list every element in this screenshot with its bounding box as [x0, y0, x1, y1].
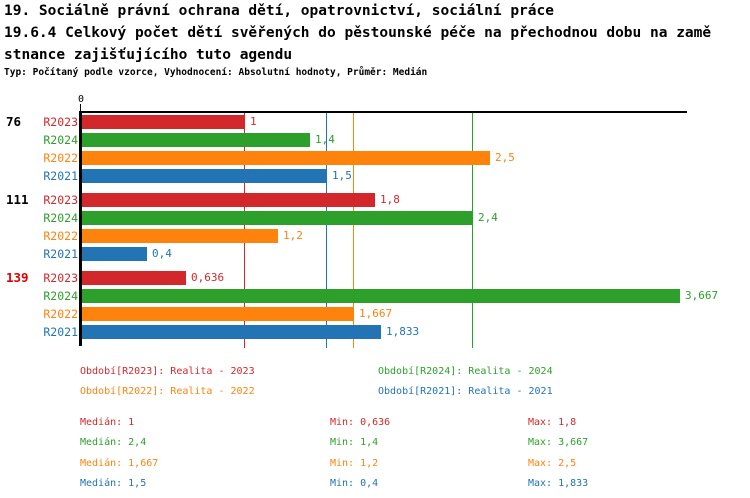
- grouped-bar-chart: 0 76 R2023 1 R2024 1,4 R2022 2,5 R2021 1,5 111 R20…: [6, 94, 719, 348]
- bar-r2024-group3: [82, 289, 680, 303]
- bar-r2021-group3: [82, 325, 381, 339]
- stat-min-r2023: Min: 0,636: [330, 417, 391, 428]
- bar-series-label: R2024: [43, 211, 78, 225]
- stat-max-r2023: Max: 1,8: [528, 417, 577, 428]
- bar-value-label: 0,4: [152, 247, 172, 260]
- stat-min-r2021: Min: 0,4: [330, 478, 379, 489]
- stat-median-r2023: Medián: 1: [80, 417, 135, 428]
- median-line-r2024: [472, 113, 473, 348]
- bar-value-label: 1,2: [283, 229, 303, 242]
- bar-r2021-group2: [82, 247, 147, 261]
- bar-value-label: 1,5: [332, 169, 352, 182]
- indicator-meta-line: Typ: Počítaný podle vzorce, Vyhodnocení:…: [4, 67, 428, 78]
- bar-r2021-group1: [82, 169, 327, 183]
- legend-item-r2022: Období[R2022]: Realita - 2022: [80, 386, 255, 397]
- bar-r2022-group1: [82, 151, 490, 165]
- group-count-label: 76: [6, 114, 22, 129]
- bar-series-label: R2022: [43, 307, 78, 321]
- median-line-r2022: [353, 113, 354, 348]
- bar-series-label: R2021: [43, 247, 78, 261]
- y-axis-line: [79, 111, 82, 346]
- x-axis-line: [81, 111, 687, 113]
- bar-series-label: R2021: [43, 169, 78, 183]
- bar-value-label: 1,4: [315, 133, 335, 146]
- group-count-label: 139: [6, 270, 29, 285]
- stat-min-r2024: Min: 1,4: [330, 437, 379, 448]
- bar-r2023-group1: [82, 115, 245, 129]
- legend-item-r2023: Období[R2023]: Realita - 2023: [80, 366, 255, 377]
- axis-origin-label: 0: [77, 94, 85, 105]
- bar-series-label: R2022: [43, 151, 78, 165]
- bar-value-label: 1,833: [386, 325, 420, 338]
- bar-series-label: R2021: [43, 325, 78, 339]
- indicator-title-line1: 19.6.4 Celkový počet dětí svěřených do p…: [4, 25, 712, 41]
- bar-series-label: R2023: [43, 271, 78, 285]
- legend-item-r2024: Období[R2024]: Realita - 2024: [378, 366, 553, 377]
- bar-series-label: R2023: [43, 115, 78, 129]
- bar-value-label: 1: [250, 115, 257, 128]
- bar-r2024-group2: [82, 211, 473, 225]
- bar-value-label: 1,667: [359, 307, 393, 320]
- stat-median-r2022: Medián: 1,667: [80, 458, 159, 469]
- bar-value-label: 0,636: [191, 271, 225, 284]
- stat-max-r2022: Max: 2,5: [528, 458, 577, 469]
- group-count-label: 111: [6, 192, 29, 207]
- stat-max-r2021: Max: 1,833: [528, 478, 589, 489]
- stat-max-r2024: Max: 3,667: [528, 437, 589, 448]
- bar-value-label: 2,5: [495, 151, 515, 164]
- median-line-r2021: [326, 113, 327, 348]
- bar-series-label: R2024: [43, 289, 78, 303]
- bar-value-label: 2,4: [478, 211, 498, 224]
- bar-value-label: 3,667: [685, 289, 719, 302]
- legend-item-r2021: Období[R2021]: Realita - 2021: [378, 386, 553, 397]
- bar-series-label: R2023: [43, 193, 78, 207]
- bar-r2023-group3: [82, 271, 186, 285]
- bar-r2022-group3: [82, 307, 354, 321]
- bar-r2023-group2: [82, 193, 375, 207]
- stat-min-r2022: Min: 1,2: [330, 458, 379, 469]
- stat-median-r2021: Medián: 1,5: [80, 478, 147, 489]
- bar-series-label: R2022: [43, 229, 78, 243]
- stat-median-r2024: Medián: 2,4: [80, 437, 147, 448]
- bar-series-label: R2024: [43, 133, 78, 147]
- bar-value-label: 1,8: [380, 193, 400, 206]
- axis-origin-tick: [80, 104, 81, 111]
- report-section-title: 19. Sociálně právní ochrana dětí, opatro…: [4, 3, 554, 19]
- bar-r2022-group2: [82, 229, 278, 243]
- indicator-title-line2: stnance zajišťujícího tuto agendu: [4, 47, 293, 63]
- bar-r2024-group1: [82, 133, 310, 147]
